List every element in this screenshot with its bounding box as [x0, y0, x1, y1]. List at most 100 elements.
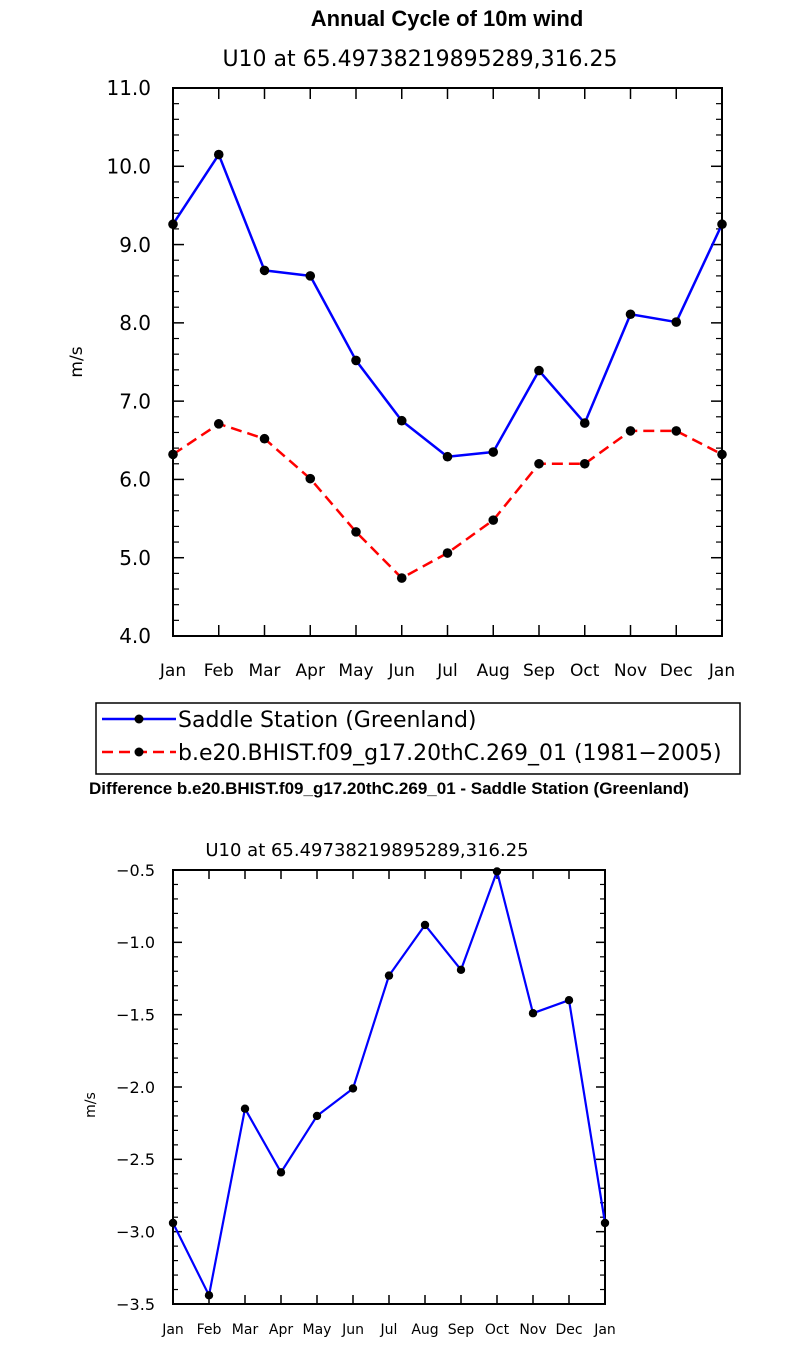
- data-point: [534, 365, 544, 376]
- data-point: [625, 309, 636, 320]
- data-point: [671, 317, 682, 327]
- data-point: [625, 426, 636, 436]
- y-tick-label: −1.0: [116, 933, 155, 952]
- difference-chart: Difference b.e20.BHIST.f09_g17.20thC.269…: [83, 779, 689, 1338]
- data-point: [534, 458, 544, 469]
- data-point: [488, 515, 499, 525]
- x-tick-label: Sep: [448, 1322, 475, 1338]
- x-tick-label: Jan: [161, 1322, 184, 1338]
- x-tick-label: Nov: [614, 661, 647, 681]
- data-point: [488, 447, 499, 457]
- data-point: [442, 451, 453, 462]
- data-point: [276, 1168, 286, 1177]
- y-tick-label: 10.0: [106, 154, 151, 178]
- x-tick-label: Dec: [660, 661, 693, 681]
- x-tick-label: Jul: [436, 661, 458, 681]
- data-point: [351, 527, 361, 537]
- x-tick-label: Mar: [232, 1322, 259, 1338]
- y-tick-label: 11.0: [106, 76, 151, 100]
- y-tick-label: 9.0: [119, 233, 151, 257]
- chart2-title: Difference b.e20.BHIST.f09_g17.20thC.269…: [89, 779, 689, 798]
- y-tick-label: 8.0: [119, 311, 151, 335]
- data-point: [168, 449, 178, 460]
- y-tick-label: 7.0: [119, 389, 151, 413]
- y-tick-label: −1.5: [116, 1005, 155, 1024]
- legend-box: [95, 702, 741, 775]
- y-tick-label: 6.0: [119, 468, 151, 492]
- data-point: [204, 1291, 214, 1300]
- data-point: [384, 971, 394, 980]
- data-point: [213, 419, 224, 429]
- chart1-ylabel: m/s: [67, 346, 87, 377]
- data-point: [564, 996, 574, 1005]
- x-tick-label: Aug: [411, 1322, 438, 1338]
- data-point: [348, 1084, 358, 1093]
- x-tick-label: Oct: [485, 1322, 510, 1338]
- series-line-0: [172, 870, 607, 1297]
- legend-marker-saddle: [134, 714, 144, 724]
- x-tick-label: Dec: [555, 1322, 582, 1338]
- data-point: [717, 219, 727, 230]
- x-tick-label: Apr: [269, 1322, 293, 1338]
- y-tick-label: −3.0: [116, 1222, 155, 1241]
- x-tick-label: Aug: [477, 661, 510, 681]
- x-tick-label: May: [303, 1322, 332, 1338]
- chart2-axes: −3.5 −3.0 −2.5 −2.0 −1.5 −1.0 −0.5 Jan Feb Mar Apr…: [116, 861, 616, 1338]
- data-point: [396, 573, 407, 583]
- data-point: [579, 418, 590, 428]
- data-point: [579, 458, 590, 469]
- x-tick-label: Jan: [708, 661, 735, 681]
- legend-label-saddle: Saddle Station (Greenland): [178, 708, 477, 733]
- chart2-series: [168, 867, 610, 1300]
- data-point: [305, 473, 316, 484]
- data-point: [717, 449, 727, 460]
- x-tick-label: May: [338, 661, 373, 681]
- x-tick-label: Jun: [341, 1322, 364, 1338]
- legend-marker-model: [134, 747, 144, 757]
- chart2-subtitle: U10 at 65.49738219895289,316.25: [205, 840, 528, 861]
- y-tick-label: −2.5: [116, 1150, 155, 1169]
- x-tick-label: Jun: [387, 661, 415, 681]
- x-tick-label: Jan: [593, 1322, 616, 1338]
- chart1-subtitle: U10 at 65.49738219895289,316.25: [222, 47, 617, 72]
- data-point: [528, 1009, 538, 1018]
- data-point: [168, 1218, 178, 1228]
- x-tick-label: Oct: [570, 661, 600, 681]
- chart1-legend: Saddle Station (Greenland) b.e20.BHIST.f…: [95, 702, 741, 775]
- data-point: [600, 1218, 610, 1228]
- data-point: [259, 433, 270, 444]
- data-point: [259, 265, 270, 276]
- y-tick-label: 5.0: [119, 546, 151, 570]
- x-tick-label: Mar: [248, 661, 280, 681]
- chart2-ylabel: m/s: [83, 1092, 99, 1118]
- x-tick-label: Apr: [296, 661, 325, 681]
- chart1-series: [168, 149, 727, 583]
- data-point: [671, 426, 682, 436]
- plot-frame: [172, 869, 606, 1305]
- x-tick-label: Jan: [159, 661, 186, 681]
- data-point: [240, 1104, 250, 1113]
- x-tick-label: Feb: [197, 1322, 222, 1338]
- data-point: [442, 548, 453, 558]
- data-point: [305, 271, 316, 281]
- x-tick-label: Feb: [204, 661, 234, 681]
- x-tick-label: Sep: [523, 661, 555, 681]
- data-point: [213, 149, 224, 160]
- data-point: [492, 867, 502, 876]
- y-tick-label: 4.0: [119, 624, 151, 648]
- chart1-title: Annual Cycle of 10m wind: [311, 6, 584, 31]
- data-point: [351, 355, 361, 366]
- y-tick-label: −2.0: [116, 1078, 155, 1097]
- data-point: [168, 219, 178, 230]
- chart1-axes: 4.0 5.0 6.0 7.0 8.0 9.0 10.0 11.0 Jan Feb Mar Apr Ma…: [106, 76, 735, 681]
- data-point: [456, 965, 466, 975]
- data-point: [420, 920, 430, 930]
- series-line-0: [171, 153, 724, 458]
- annual-cycle-chart: Annual Cycle of 10m wind U10 at 65.49738…: [67, 6, 741, 775]
- legend-label-model: b.e20.BHIST.f09_g17.20thC.269_01 (1981−2…: [178, 741, 722, 766]
- data-point: [396, 415, 407, 426]
- y-tick-label: −0.5: [116, 861, 155, 880]
- data-point: [312, 1111, 322, 1121]
- y-tick-label: −3.5: [116, 1295, 155, 1314]
